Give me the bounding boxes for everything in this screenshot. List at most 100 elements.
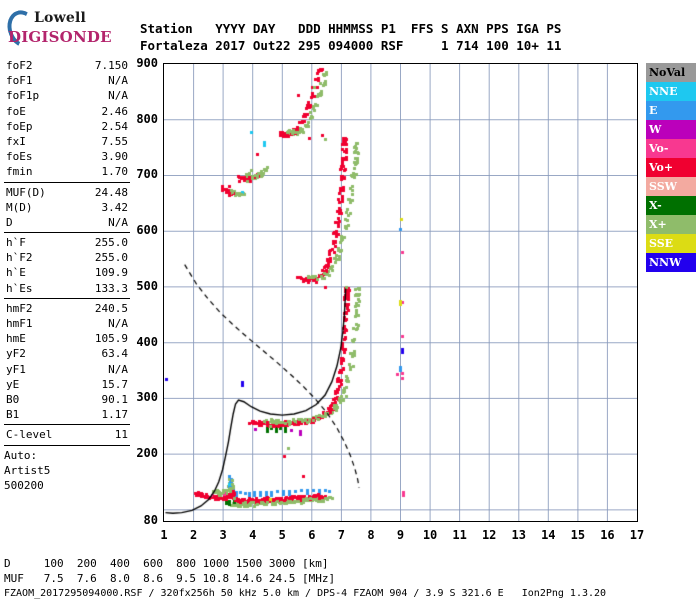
y-tick-800: 800: [136, 111, 158, 126]
param-row-fxi: fxI 7.55: [4, 134, 130, 149]
y-tick-300: 300: [136, 390, 158, 405]
param-divider: [4, 232, 130, 234]
x-tick-8: 8: [367, 528, 375, 542]
legend-item-vo[interactable]: Vo+: [646, 158, 696, 177]
param-auto-line: Auto:: [4, 448, 38, 462]
param-row-fof1p: foF1p N/A: [4, 88, 130, 103]
x-tick-4: 4: [249, 528, 257, 542]
param-key: yF2: [6, 347, 26, 361]
param-divider: [4, 181, 130, 183]
ionogram-plot[interactable]: [163, 63, 638, 522]
footer-info: D 100 200 400 600 800 1000 1500 3000 [km…: [4, 556, 606, 601]
param-key: C-level: [6, 428, 53, 442]
x-tick-9: 9: [396, 528, 405, 542]
param-row-hmf2: hmF2 240.5: [4, 301, 130, 316]
param-key: hmF1: [6, 317, 33, 330]
param-divider: [4, 424, 130, 426]
param-key: foF1p: [6, 89, 40, 103]
logo-lowell-text: Lowell: [34, 10, 86, 26]
param-value: 2.54: [101, 119, 129, 133]
param-key: foE: [6, 104, 26, 118]
param-key: yE: [6, 377, 20, 391]
param-value: N/A: [108, 74, 128, 88]
legend-item-e[interactable]: E: [646, 101, 696, 120]
param-key: yF1: [6, 362, 26, 376]
x-tick-5: 5: [278, 528, 286, 542]
param-value: 1.70: [101, 165, 129, 179]
legend-item-nnw[interactable]: NNW: [646, 253, 696, 272]
station-header-line: Station YYYY DAY DDD HHMMSS P1 FFS S AXN…: [140, 21, 562, 36]
legend-item-x[interactable]: X-: [646, 196, 696, 215]
param-row-yf2: yF2 63.4: [4, 346, 130, 361]
param-key: B0: [6, 392, 20, 406]
param-key: foF2: [6, 59, 33, 72]
direction-legend: NoVal NNE E W Vo- Vo+ SSW X- X+ SSE NNW: [646, 63, 696, 272]
y-tick-80: 80: [143, 513, 158, 527]
param-value: 255.0: [94, 251, 128, 265]
param-value: 109.9: [94, 266, 128, 280]
x-tick-12: 12: [481, 528, 497, 542]
param-row-b0: B0 90.1: [4, 392, 130, 407]
legend-item-nne[interactable]: NNE: [646, 82, 696, 101]
station-header: Station YYYY DAY DDD HHMMSS P1 FFS S AXN…: [140, 20, 561, 54]
param-value: 3.42: [101, 200, 129, 214]
param-value: N/A: [108, 215, 128, 229]
legend-item-ssw[interactable]: SSW: [646, 177, 696, 196]
param-key: fxI: [6, 134, 26, 148]
x-tick-14: 14: [541, 528, 556, 542]
param-row-fmin: fmin 1.70: [4, 164, 130, 179]
logo-digisonde-text: DIGISONDE: [8, 28, 112, 46]
ionospheric-parameters-panel: foF2 7.150 foF1 N/A foF1p N/A foE 2.46 foEp 2.54 f…: [4, 58, 130, 493]
x-tick-3: 3: [219, 528, 227, 542]
param-key: fmin: [6, 165, 33, 179]
param-value: 3.90: [101, 150, 129, 164]
x-tick-6: 6: [308, 528, 316, 542]
param-row-foep: foEp 2.54: [4, 119, 130, 134]
param-row-hme: hmE 105.9: [4, 331, 130, 346]
param-row-md: M(D) 3.42: [4, 200, 130, 215]
param-value: 7.55: [101, 134, 129, 148]
param-row-fof2: foF2 7.150: [4, 58, 130, 73]
param-key: MUF(D): [6, 185, 46, 199]
y-axis-ticks: 80 200 300 400 500 600 700 800 900: [118, 56, 158, 527]
param-row-yf1: yF1 N/A: [4, 362, 130, 377]
param-auto-line: Artist5: [4, 463, 51, 477]
param-row-mufd: MUF(D) 24.48: [4, 185, 130, 200]
param-value: 90.1: [101, 392, 129, 406]
param-value: 24.48: [94, 185, 128, 199]
y-tick-700: 700: [136, 167, 158, 182]
x-tick-13: 13: [511, 528, 526, 542]
param-row-fof1: foF1 N/A: [4, 73, 130, 88]
param-row-foes: foEs 3.90: [4, 149, 130, 164]
param-row-clevel: C-level 11: [4, 427, 130, 442]
param-row-foe: foE 2.46: [4, 104, 130, 119]
param-key: hmF2: [6, 301, 33, 315]
param-value: N/A: [108, 362, 128, 376]
param-row-hf: h`F 255.0: [4, 235, 130, 250]
param-divider: [4, 444, 130, 446]
param-key: foEp: [6, 119, 33, 133]
param-row-he: h`E 109.9: [4, 265, 130, 280]
param-value: 133.3: [94, 281, 128, 295]
footer-distance-line: D 100 200 400 600 800 1000 1500 3000 [km…: [4, 557, 329, 570]
param-value: 1.17: [101, 408, 129, 422]
legend-item-x[interactable]: X+: [646, 215, 696, 234]
x-tick-11: 11: [452, 528, 467, 542]
param-key: hmE: [6, 332, 26, 346]
legend-item-sse[interactable]: SSE: [646, 234, 696, 253]
legend-item-vo[interactable]: Vo-: [646, 139, 696, 158]
y-tick-600: 600: [136, 223, 158, 238]
footer-file-line: FZAOM_2017295094000.RSF / 320fx256h 50 k…: [4, 588, 607, 599]
legend-item-noval[interactable]: NoVal: [646, 63, 696, 82]
x-axis-ticks: 1 2 3 4 5 6 7 8 9 10 11 12 13 14 15 16 17: [160, 528, 644, 546]
x-tick-17: 17: [629, 528, 645, 542]
y-tick-200: 200: [136, 446, 158, 461]
param-value: 7.150: [94, 59, 128, 72]
param-key: h`E: [6, 266, 26, 280]
legend-item-w[interactable]: W: [646, 120, 696, 139]
y-tick-400: 400: [136, 334, 158, 349]
param-key: h`F2: [6, 251, 33, 265]
param-value: 105.9: [94, 332, 128, 346]
param-row-hf2: h`F2 255.0: [4, 250, 130, 265]
param-key: M(D): [6, 200, 33, 214]
